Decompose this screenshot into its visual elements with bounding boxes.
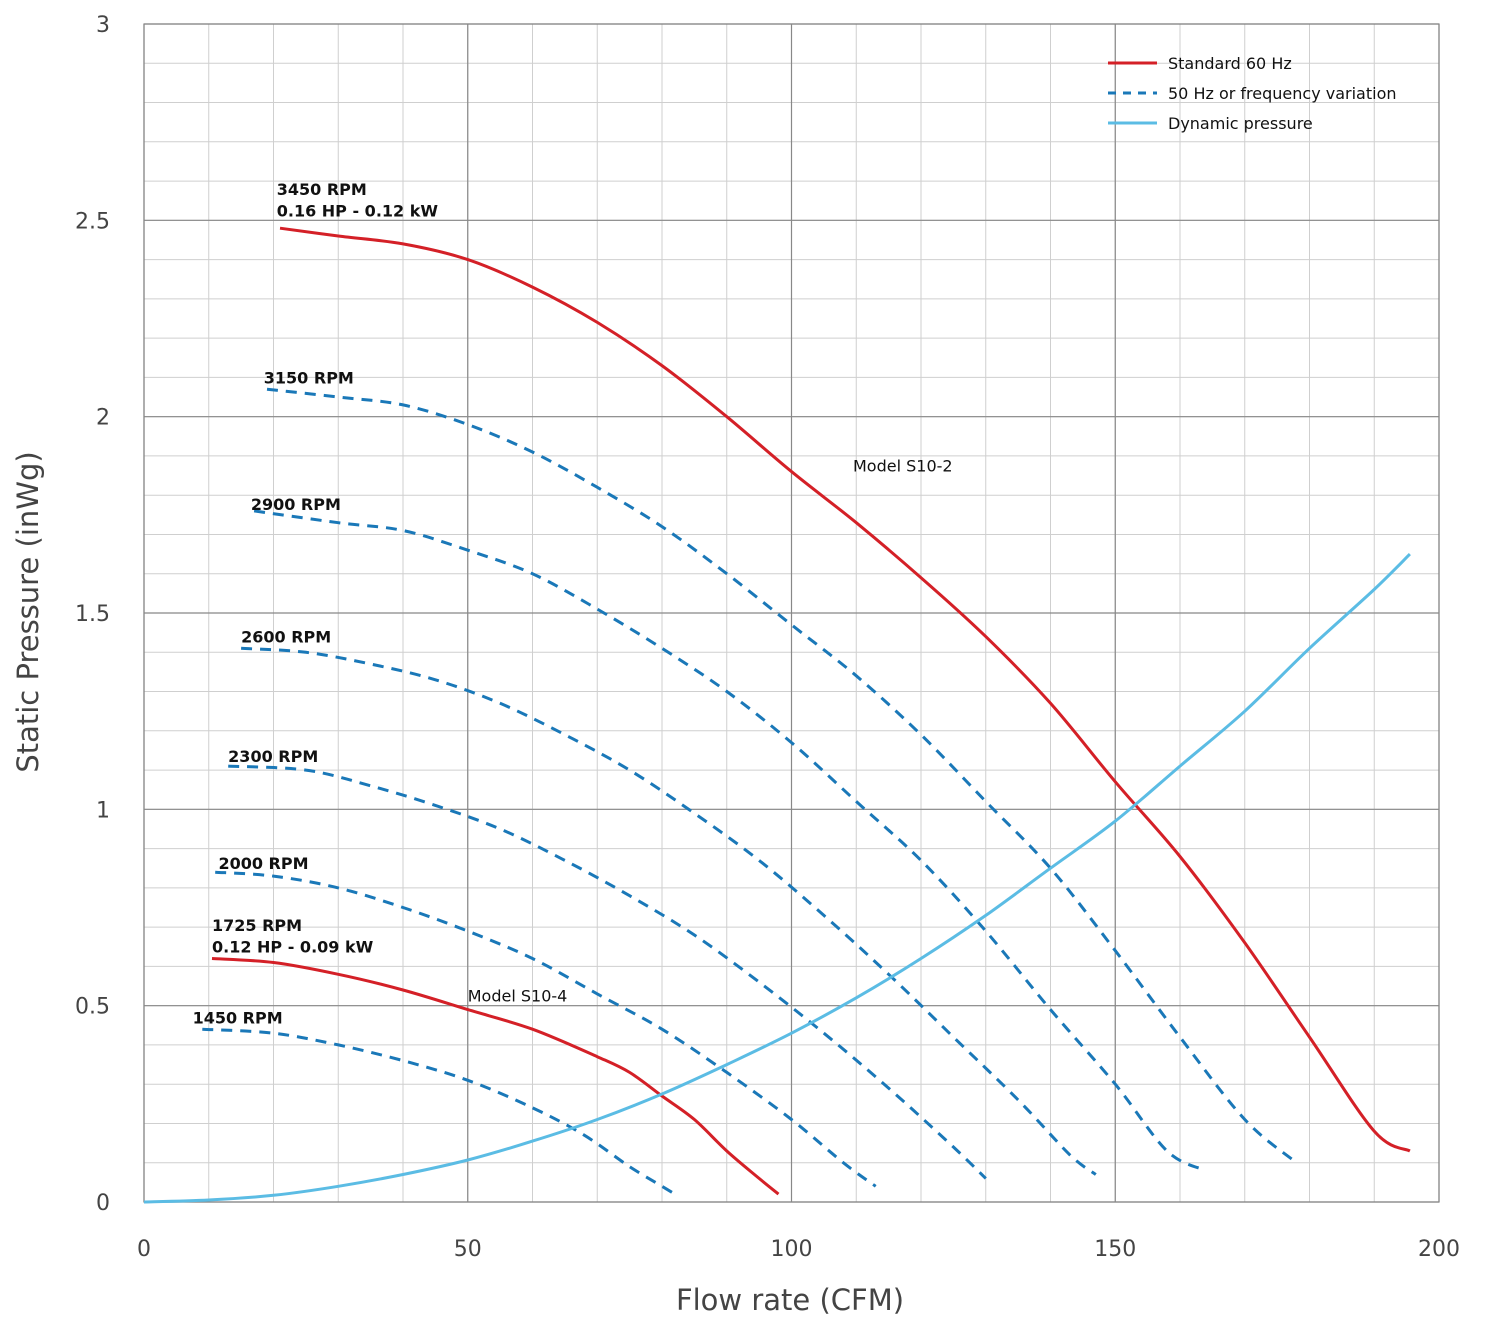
- legend-label: Dynamic pressure: [1168, 114, 1313, 133]
- series-line-variation-3: [241, 646, 1097, 1176]
- annotation-label: 2600 RPM: [241, 627, 331, 646]
- y-tick-label: 1: [96, 798, 110, 823]
- y-tick-label: 2: [96, 406, 110, 431]
- series-line-variation-1: [266, 387, 1298, 1164]
- annotation-layer: 3450 RPM 0.16 HP - 0.12 kW 3150 RPM 2900 RP…: [193, 180, 953, 1028]
- y-tick-label: 2.5: [75, 209, 110, 234]
- y-tick-label: 3: [96, 13, 110, 38]
- plot-frame: [143, 23, 1440, 1203]
- y-tick-label: 0: [96, 1191, 110, 1216]
- x-tick-label: 0: [137, 1237, 151, 1262]
- annotation-label: 3450 RPM: [277, 180, 367, 199]
- series-line-standard-6: [211, 957, 780, 1196]
- annotation-label: 3150 RPM: [264, 368, 354, 387]
- series-line-variation-4: [228, 764, 987, 1180]
- series-line-standard-0: [279, 226, 1411, 1153]
- series-line-variation-5: [215, 870, 877, 1188]
- y-tick-label: 1.5: [75, 602, 110, 627]
- legend: Standard 60 Hz 50 Hz or frequency variati…: [1108, 54, 1397, 133]
- annotation-label: Model S10-4: [468, 987, 568, 1006]
- annotation-label: 0.16 HP - 0.12 kW: [277, 201, 439, 220]
- plot-border: [143, 23, 1440, 1203]
- x-tick-label: 50: [454, 1237, 482, 1262]
- x-tick-label: 200: [1418, 1237, 1460, 1262]
- y-tick-label: 0.5: [75, 995, 110, 1020]
- x-axis-title: Flow rate (CFM): [676, 1283, 904, 1317]
- legend-label: 50 Hz or frequency variation: [1168, 84, 1397, 103]
- annotation-label: Model S10-2: [853, 457, 953, 476]
- x-tick-label: 100: [771, 1237, 813, 1262]
- y-axis-ticks: 0 0.5 1 1.5 2 2.5 3: [75, 13, 110, 1216]
- annotation-label: 2300 RPM: [228, 747, 318, 766]
- series-line-variation-7: [202, 1027, 676, 1196]
- annotation-label: 0.12 HP - 0.09 kW: [212, 938, 374, 957]
- series-layer: [143, 226, 1411, 1204]
- annotation-label: 1725 RPM: [212, 916, 302, 935]
- annotation-label: 2900 RPM: [251, 495, 341, 514]
- legend-label: Standard 60 Hz: [1168, 54, 1292, 73]
- series-line-variation-2: [253, 509, 1207, 1172]
- y-axis-title: Static Pressure (inWg): [11, 451, 45, 772]
- x-tick-label: 150: [1094, 1237, 1136, 1262]
- annotation-label: 2000 RPM: [218, 854, 308, 873]
- annotation-label: 1450 RPM: [193, 1008, 283, 1027]
- x-axis-ticks: 0 50 100 150 200: [137, 1237, 1460, 1262]
- series-line-dynamic-8: [143, 553, 1411, 1204]
